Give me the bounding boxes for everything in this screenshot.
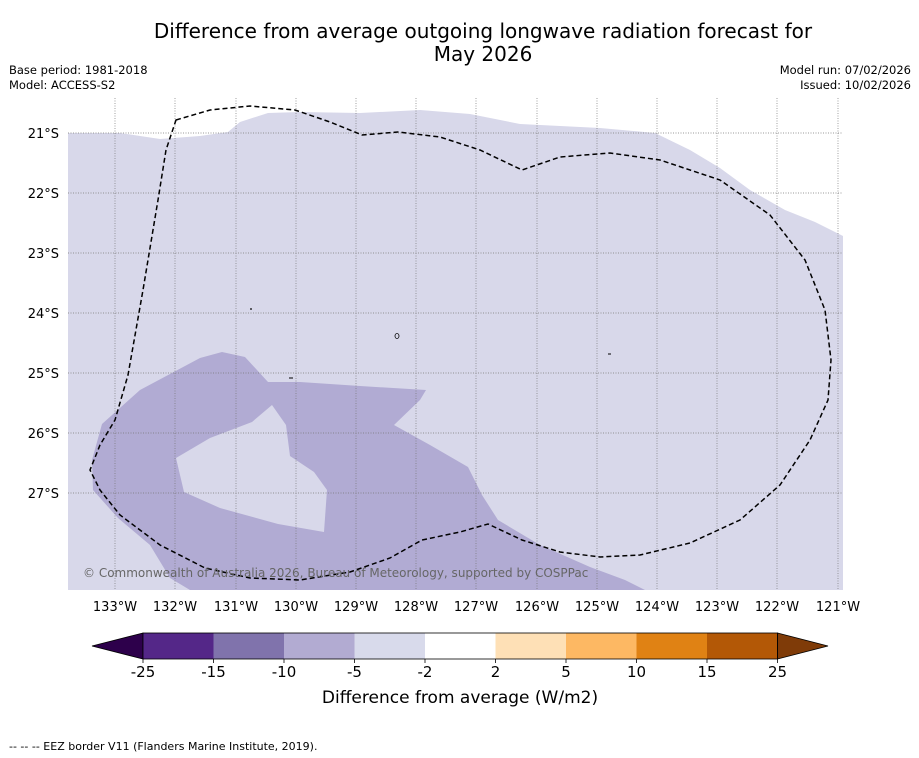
lon-gridlines — [114, 98, 839, 590]
map-panel: © Commonwealth of Australia 2026, Bureau… — [68, 98, 843, 590]
lon-label: 126°W — [515, 600, 559, 615]
colorbar-max-extend — [777, 632, 829, 660]
colorbar-tick-label: -2 — [418, 663, 433, 681]
lat-gridlines — [68, 132, 843, 494]
colorbar-swatch — [284, 633, 355, 659]
colorbar-tick-label: 5 — [561, 663, 571, 681]
lon-label: 132°W — [153, 600, 197, 615]
eez-border — [89, 105, 832, 581]
base-period: Base period: 1981-2018 — [9, 63, 148, 77]
lon-label: 121°W — [816, 600, 860, 615]
lon-label: 128°W — [394, 600, 438, 615]
colorbar-tick-label: 10 — [627, 663, 646, 681]
lon-label: 133°W — [93, 600, 137, 615]
lon-label: 131°W — [214, 600, 258, 615]
colorbar-swatch — [707, 633, 778, 659]
lat-label: 23°S — [28, 247, 59, 262]
model-name: Model: ACCESS-S2 — [9, 78, 116, 92]
lon-label: 123°W — [695, 600, 739, 615]
colorbar-tick-label: 15 — [697, 663, 716, 681]
colorbar-ticks — [142, 659, 778, 663]
colorbar-min-extend — [91, 632, 144, 660]
chart-title-line2: May 2026 — [433, 42, 533, 66]
lat-label: 22°S — [28, 187, 59, 202]
lon-label: 129°W — [334, 600, 378, 615]
chart-title-line1: Difference from average outgoing longwav… — [153, 19, 813, 43]
island-mark — [394, 333, 400, 339]
colorbar-tick-label: -10 — [272, 663, 297, 681]
anomaly-region-hole — [176, 405, 327, 532]
lon-label: 124°W — [635, 600, 679, 615]
lat-label: 27°S — [28, 487, 59, 502]
colorbar-swatch — [636, 633, 707, 659]
copyright-text: © Commonwealth of Australia 2026, Bureau… — [83, 566, 588, 580]
colorbar-tick-label: -15 — [201, 663, 226, 681]
lon-label: 130°W — [274, 600, 318, 615]
lon-label: 127°W — [454, 600, 498, 615]
lon-axis-labels: 133°W 132°W 131°W 130°W 129°W 128°W 127°… — [93, 600, 860, 615]
lon-label: 125°W — [575, 600, 619, 615]
colorbar-outline — [142, 632, 778, 660]
colorbar-swatch — [143, 633, 214, 659]
lat-axis-labels: 21°S 22°S 23°S 24°S 25°S 26°S 27°S — [28, 127, 59, 502]
colorbar-swatch — [354, 633, 425, 659]
colorbar-swatch — [566, 633, 637, 659]
lat-label: 26°S — [28, 427, 59, 442]
colorbar-tick-label: -25 — [131, 663, 156, 681]
colorbar-swatch — [425, 633, 496, 659]
colorbar-tick-label: 2 — [491, 663, 501, 681]
colorbar-swatch — [213, 633, 284, 659]
colorbar: -25 -15 -10 -5 -2 2 5 10 15 25 Differenc… — [91, 632, 829, 708]
lon-label: 122°W — [755, 600, 799, 615]
lat-label: 24°S — [28, 307, 59, 322]
colorbar-label: Difference from average (W/m2) — [322, 688, 598, 708]
lat-label: 21°S — [28, 127, 59, 142]
anomaly-region-mid — [92, 352, 645, 590]
lat-label: 25°S — [28, 367, 59, 382]
issued-date: Issued: 10/02/2026 — [800, 78, 911, 92]
footnote: -- -- -- EEZ border V11 (Flanders Marine… — [9, 740, 318, 753]
colorbar-swatch — [495, 633, 566, 659]
colorbar-tick-label: -5 — [347, 663, 362, 681]
colorbar-tick-label: 25 — [768, 663, 787, 681]
island-mark — [250, 308, 252, 310]
model-run: Model run: 07/02/2026 — [779, 63, 911, 77]
